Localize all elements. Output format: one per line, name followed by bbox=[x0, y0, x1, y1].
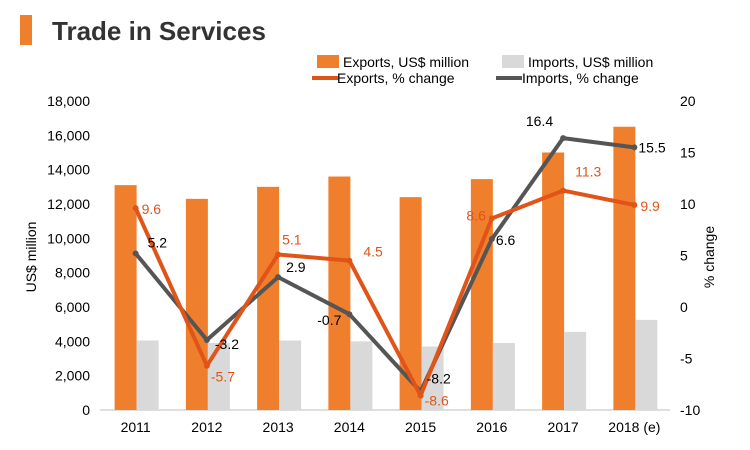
data-label-exports-change: 11.3 bbox=[575, 164, 601, 180]
y-tick-label-left: 16,000 bbox=[47, 127, 90, 143]
legend-label-exports-line: Exports, % change bbox=[337, 70, 455, 86]
line-point bbox=[560, 187, 567, 194]
data-label-exports-change: 8.6 bbox=[466, 207, 486, 223]
data-label-exports-change: 9.6 bbox=[142, 201, 162, 217]
bar-exports bbox=[328, 176, 351, 410]
line-point bbox=[631, 144, 638, 151]
line-point bbox=[488, 236, 495, 243]
y-tick-label-left: 2,000 bbox=[55, 368, 90, 384]
chart-title: Trade in Services bbox=[52, 16, 266, 46]
y-axis-title-left: US$ million bbox=[23, 222, 39, 293]
line-point bbox=[275, 251, 282, 258]
y-tick-label-right: -10 bbox=[680, 402, 700, 418]
x-tick-label: 2016 bbox=[476, 419, 507, 435]
y-tick-label-left: 0 bbox=[82, 402, 90, 418]
data-label-imports-change: 15.5 bbox=[638, 139, 665, 155]
y-tick-label-right: 0 bbox=[680, 299, 688, 315]
bar-exports bbox=[257, 186, 280, 410]
data-label-exports-change: 4.5 bbox=[363, 244, 383, 260]
x-tick-label: 2013 bbox=[263, 419, 294, 435]
y-tick-label-left: 10,000 bbox=[47, 230, 90, 246]
data-label-imports-change: 5.2 bbox=[148, 234, 168, 250]
axes: 0 2,000 4,000 6,000 8,000 10,000 12,000 14,000 1… bbox=[47, 93, 700, 435]
y-axis-title-right: % change bbox=[701, 226, 717, 288]
data-label-exports-change: -5.7 bbox=[211, 369, 235, 385]
y-tick-label-left: 6,000 bbox=[55, 299, 90, 315]
line-point bbox=[488, 215, 495, 222]
bar-imports bbox=[421, 346, 444, 410]
bar-imports bbox=[635, 319, 658, 410]
bar-imports bbox=[207, 343, 230, 410]
bar-imports bbox=[136, 340, 159, 410]
y-tick-label-right: 10 bbox=[680, 196, 696, 212]
line-point bbox=[560, 135, 567, 142]
data-label-imports-change: -8.2 bbox=[427, 370, 451, 386]
y-tick-label-right: 15 bbox=[680, 145, 696, 161]
data-label-imports-change: -0.7 bbox=[317, 312, 341, 328]
line-point bbox=[417, 392, 424, 399]
data-label-exports-change: 9.9 bbox=[640, 198, 660, 214]
legend-label-imports-bar: Imports, US$ million bbox=[528, 54, 653, 70]
line-point bbox=[132, 205, 139, 212]
line-point bbox=[346, 311, 353, 318]
bar-exports bbox=[613, 126, 636, 410]
bar-imports bbox=[564, 331, 587, 410]
line-point bbox=[132, 250, 139, 257]
y-tick-label-left: 18,000 bbox=[47, 93, 90, 109]
legend-label-imports-line: Imports, % change bbox=[522, 70, 639, 86]
data-label-imports-change: 6.6 bbox=[496, 232, 516, 248]
line-point bbox=[631, 202, 638, 209]
line-point bbox=[203, 362, 210, 369]
line-point bbox=[203, 336, 210, 343]
line-imports-change bbox=[134, 136, 635, 394]
y-tick-label-right: -5 bbox=[680, 351, 693, 367]
line-point bbox=[275, 274, 282, 281]
data-labels: 9.6 -5.7 5.1 4.5 -8.6 8.6 11.3 9.9 5.2 -3.2 2.9 -0.… bbox=[142, 113, 666, 409]
legend-swatch-exports-bar bbox=[317, 55, 339, 68]
title-accent-bar bbox=[20, 15, 32, 45]
x-tick-label: 2011 bbox=[121, 419, 151, 435]
data-label-exports-change: 5.1 bbox=[282, 231, 302, 247]
y-tick-label-left: 14,000 bbox=[47, 162, 90, 178]
x-tick-label: 2014 bbox=[334, 419, 365, 435]
bar-imports bbox=[350, 341, 373, 410]
line-point bbox=[346, 257, 353, 264]
y-tick-label-left: 8,000 bbox=[55, 265, 90, 281]
bar-exports bbox=[114, 185, 137, 410]
bar-exports bbox=[470, 179, 493, 410]
bar-imports bbox=[492, 343, 515, 410]
data-label-imports-change: -3.2 bbox=[215, 336, 239, 352]
bar-imports bbox=[279, 340, 302, 410]
bar-exports bbox=[399, 197, 422, 410]
y-tick-label-left: 4,000 bbox=[55, 333, 90, 349]
data-label-imports-change: 16.4 bbox=[526, 113, 553, 129]
series-lines bbox=[132, 135, 638, 399]
data-label-imports-change: 2.9 bbox=[286, 259, 306, 275]
data-label-exports-change: -8.6 bbox=[425, 393, 449, 409]
bar-exports bbox=[542, 152, 565, 410]
legend-label-exports-bar: Exports, US$ million bbox=[343, 54, 469, 70]
bar-exports bbox=[185, 198, 208, 410]
y-tick-label-left: 12,000 bbox=[47, 196, 90, 212]
x-tick-label: 2018 (e) bbox=[608, 419, 660, 435]
line-exports-change bbox=[133, 188, 635, 398]
y-tick-label-right: 20 bbox=[680, 93, 696, 109]
bars bbox=[114, 126, 658, 410]
x-tick-label: 2012 bbox=[191, 419, 222, 435]
x-tick-label: 2017 bbox=[548, 419, 579, 435]
legend-swatch-imports-bar bbox=[502, 55, 524, 68]
legend: Exports, US$ million Imports, US$ millio… bbox=[312, 54, 653, 86]
y-tick-label-right: 5 bbox=[680, 248, 688, 264]
x-tick-label: 2015 bbox=[405, 419, 436, 435]
